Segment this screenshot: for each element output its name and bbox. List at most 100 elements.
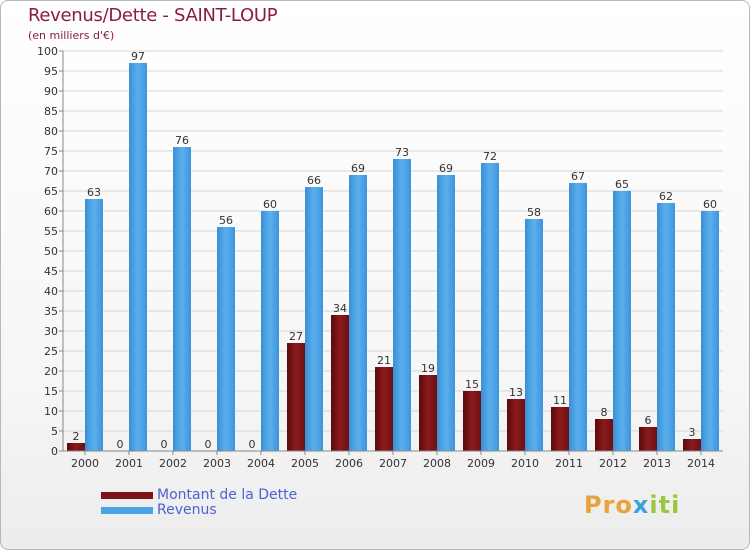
- bar-revenus: [481, 163, 499, 451]
- chart-title: Revenus/Dette - SAINT-LOUP: [28, 5, 278, 26]
- bar-revenus: [525, 219, 543, 451]
- data-label-revenus: 69: [351, 162, 365, 175]
- bar-revenus: [393, 159, 411, 451]
- data-label-dette: 21: [377, 354, 391, 367]
- legend-label-revenus: Revenus: [157, 502, 217, 518]
- bar-dette: [683, 439, 701, 451]
- data-label-dette: 15: [465, 378, 479, 391]
- y-tick-label: 15: [44, 385, 58, 398]
- data-label-dette: 19: [421, 362, 435, 375]
- data-label-dette: 0: [117, 438, 124, 451]
- y-tick-label: 0: [51, 445, 58, 458]
- legend-swatch-dette: [101, 492, 153, 499]
- x-tick-label: 2010: [511, 457, 539, 470]
- bar-revenus: [657, 203, 675, 451]
- data-label-dette: 0: [205, 438, 212, 451]
- bar-revenus: [261, 211, 279, 451]
- data-label-revenus: 56: [219, 214, 233, 227]
- y-tick-label: 50: [44, 245, 58, 258]
- y-tick-label: 35: [44, 305, 58, 318]
- data-label-revenus: 72: [483, 150, 497, 163]
- data-label-dette: 2: [73, 430, 80, 443]
- bar-dette: [507, 399, 525, 451]
- y-tick-label: 65: [44, 185, 58, 198]
- data-label-revenus: 60: [263, 198, 277, 211]
- data-label-dette: 13: [509, 386, 523, 399]
- data-label-dette: 8: [601, 406, 608, 419]
- axes: [59, 50, 723, 455]
- bar-dette: [287, 343, 305, 451]
- proxiti-logo: Proxiti: [584, 491, 680, 519]
- x-tick-label: 2011: [555, 457, 583, 470]
- bars: [67, 63, 719, 451]
- bar-revenus: [569, 183, 587, 451]
- data-label-revenus: 63: [87, 186, 101, 199]
- x-tick-label: 2002: [159, 457, 187, 470]
- bar-revenus: [349, 175, 367, 451]
- data-label-revenus: 65: [615, 178, 629, 191]
- y-tick-label: 60: [44, 205, 58, 218]
- logo-part-1: Pro: [584, 491, 633, 519]
- data-label-dette: 0: [249, 438, 256, 451]
- bar-revenus: [217, 227, 235, 451]
- x-tick-label: 2007: [379, 457, 407, 470]
- y-tick-label: 95: [44, 65, 58, 78]
- legend-label-dette: Montant de la Dette: [157, 487, 298, 503]
- y-tick-label: 85: [44, 105, 58, 118]
- bar-dette: [639, 427, 657, 451]
- bar-revenus: [85, 199, 103, 451]
- data-label-revenus: 69: [439, 162, 453, 175]
- y-tick-label: 70: [44, 165, 58, 178]
- y-tick-label: 45: [44, 265, 58, 278]
- bar-dette: [595, 419, 613, 451]
- x-tick-label: 2006: [335, 457, 363, 470]
- logo-part-2: x: [632, 491, 650, 519]
- data-label-dette: 11: [553, 394, 567, 407]
- data-label-dette: 6: [645, 414, 652, 427]
- chart-subtitle: (en milliers d'€): [28, 29, 115, 42]
- bar-dette: [463, 391, 481, 451]
- data-label-revenus: 58: [527, 206, 541, 219]
- bar-revenus: [613, 191, 631, 451]
- data-label-revenus: 60: [703, 198, 717, 211]
- x-tick-label: 2004: [247, 457, 275, 470]
- data-label-revenus: 66: [307, 174, 321, 187]
- y-tick-label: 75: [44, 145, 58, 158]
- y-tick-label: 80: [44, 125, 58, 138]
- y-tick-label: 90: [44, 85, 58, 98]
- data-label-dette: 3: [689, 426, 696, 439]
- y-tick-label: 100: [37, 45, 58, 58]
- data-label-dette: 27: [289, 330, 303, 343]
- x-tick-label: 2014: [687, 457, 715, 470]
- bar-dette: [331, 315, 349, 451]
- data-label-revenus: 73: [395, 146, 409, 159]
- data-label-dette: 34: [333, 302, 347, 315]
- x-tick-label: 2013: [643, 457, 671, 470]
- y-tick-label: 30: [44, 325, 58, 338]
- data-label-revenus: 76: [175, 134, 189, 147]
- bar-revenus: [305, 187, 323, 451]
- bar-revenus: [173, 147, 191, 451]
- bar-dette: [375, 367, 393, 451]
- bar-revenus: [701, 211, 719, 451]
- bar-dette: [551, 407, 569, 451]
- y-tick-label: 25: [44, 345, 58, 358]
- data-label-revenus: 67: [571, 170, 585, 183]
- bar-revenus: [437, 175, 455, 451]
- y-tick-label: 55: [44, 225, 58, 238]
- x-tick-label: 2005: [291, 457, 319, 470]
- x-tick-label: 2008: [423, 457, 451, 470]
- y-tick-label: 5: [51, 425, 58, 438]
- x-tick-label: 2003: [203, 457, 231, 470]
- x-tick-label: 2001: [115, 457, 143, 470]
- bar-revenus: [129, 63, 147, 451]
- y-tick-label: 10: [44, 405, 58, 418]
- x-tick-label: 2000: [71, 457, 99, 470]
- logo-part-3: iti: [649, 491, 681, 519]
- data-label-dette: 0: [161, 438, 168, 451]
- labels: 0510152025303540455055606570758085909510…: [37, 45, 717, 470]
- x-tick-label: 2009: [467, 457, 495, 470]
- bar-dette: [67, 443, 85, 451]
